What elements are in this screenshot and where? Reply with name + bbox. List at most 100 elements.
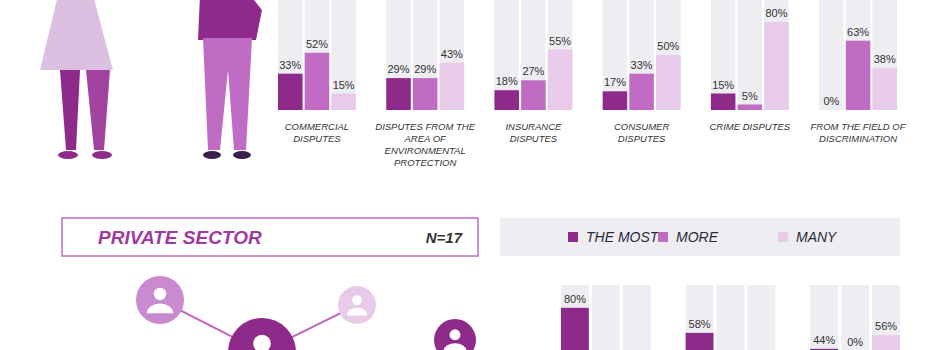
legend-label: MORE (676, 229, 719, 245)
plot-area (278, 0, 897, 110)
bar-track (810, 285, 838, 350)
legend-box (500, 218, 900, 256)
bar-track (841, 285, 869, 350)
illustration (40, 0, 476, 350)
bar-track (494, 0, 519, 110)
bar-track (872, 0, 897, 110)
data-label: 15% (333, 79, 355, 91)
subtitle: N=17 (426, 229, 463, 246)
legend: THE MOSTMOREMANY (500, 218, 900, 256)
data-label: 56% (875, 320, 897, 332)
bar-track (592, 285, 620, 350)
bar (656, 55, 681, 110)
x-tick-labels: COMMERCIALDISPUTESDISPUTES FROM THEAREA … (285, 121, 907, 168)
chart: 80%58%44%0%56%PRIVATE SECTORN=17THE MOST… (62, 218, 900, 350)
plot-area (561, 285, 900, 350)
bar (603, 91, 628, 110)
bar-track (656, 0, 681, 110)
legend-swatch (568, 232, 578, 242)
bar-track (717, 285, 745, 350)
x-tick-label: INSURANCEDISPUTES (505, 121, 562, 144)
bar-track (819, 0, 844, 110)
figure-leg (86, 70, 110, 150)
figure-leg (60, 70, 80, 150)
title-box (62, 218, 478, 256)
legend-swatch (778, 232, 788, 242)
bar-track (629, 0, 654, 110)
figure-shoe (203, 151, 221, 159)
bar (386, 78, 411, 110)
bar (738, 105, 763, 111)
bar (846, 41, 871, 110)
bar-track (278, 0, 303, 110)
data-label: 15% (712, 79, 734, 91)
chart: 33%29%18%17%15%0%52%29%27%33%5%63%15%43%… (278, 0, 907, 168)
data-label: 0% (847, 336, 863, 348)
person-body (443, 343, 466, 350)
x-tick-label: DISPUTES FROM THEAREA OFENVIRONMENTALPRO… (375, 121, 475, 168)
figure-shoe (92, 151, 112, 159)
bar (521, 80, 546, 110)
bar-track (521, 0, 546, 110)
bar-track (440, 0, 465, 110)
bar-track (686, 285, 714, 350)
bar-track (548, 0, 573, 110)
bar (494, 90, 519, 110)
bar-track (846, 0, 871, 110)
data-label: 80% (564, 293, 586, 305)
data-label: 63% (847, 26, 869, 38)
data-label: 33% (279, 59, 301, 71)
bar (331, 94, 356, 111)
bar (764, 22, 789, 110)
bar (686, 333, 714, 350)
bar (561, 308, 589, 350)
bar (819, 110, 844, 111)
legend-swatch (658, 232, 668, 242)
x-tick-label: CRIME DISPUTES (709, 121, 790, 132)
person-head (253, 335, 271, 350)
data-label: 27% (522, 65, 544, 77)
title: PRIVATE SECTOR (98, 227, 262, 248)
bar (872, 68, 897, 110)
bar-track (764, 0, 789, 110)
canvas: 33%29%18%17%15%0%52%29%27%33%5%63%15%43%… (0, 0, 950, 350)
bar-track (603, 0, 628, 110)
bar-track (738, 0, 763, 110)
network-node (228, 318, 296, 350)
data-labels: 33%29%18%17%15%0%52%29%27%33%5%63%15%43%… (279, 7, 896, 107)
data-label: 0% (823, 95, 839, 107)
figure-dress (40, 0, 113, 70)
bar (548, 50, 573, 111)
person-body (347, 308, 368, 316)
data-label: 50% (657, 40, 679, 52)
person-body (147, 304, 173, 314)
bar (629, 74, 654, 110)
data-label: 52% (306, 38, 328, 50)
bar-track (386, 0, 411, 110)
legend-label: MANY (796, 229, 838, 245)
bar-track (748, 285, 776, 350)
bar (711, 94, 736, 111)
person-head (450, 329, 461, 340)
figure-shoe (233, 151, 251, 159)
figure-pants (203, 38, 252, 150)
bar (413, 78, 438, 110)
data-label: 43% (441, 48, 463, 60)
network-node (136, 276, 184, 324)
bar-track (305, 0, 330, 110)
data-label: 18% (496, 75, 518, 87)
person-head (154, 288, 166, 300)
x-tick-label: FROM THE FIELD OFDISCRIMINATION (811, 121, 907, 144)
network-node (338, 286, 376, 324)
x-tick-label: CONSUMERDISPUTES (614, 121, 670, 144)
data-label: 80% (765, 7, 787, 19)
data-labels: 80%58%44%0%56% (564, 293, 897, 348)
data-label: 33% (631, 59, 653, 71)
person-head (352, 295, 362, 305)
data-label: 5% (742, 90, 758, 102)
bar-track (561, 285, 589, 350)
data-label: 58% (689, 318, 711, 330)
network-node (434, 319, 476, 350)
bar-track (872, 285, 900, 350)
figure-shoe (58, 151, 78, 159)
